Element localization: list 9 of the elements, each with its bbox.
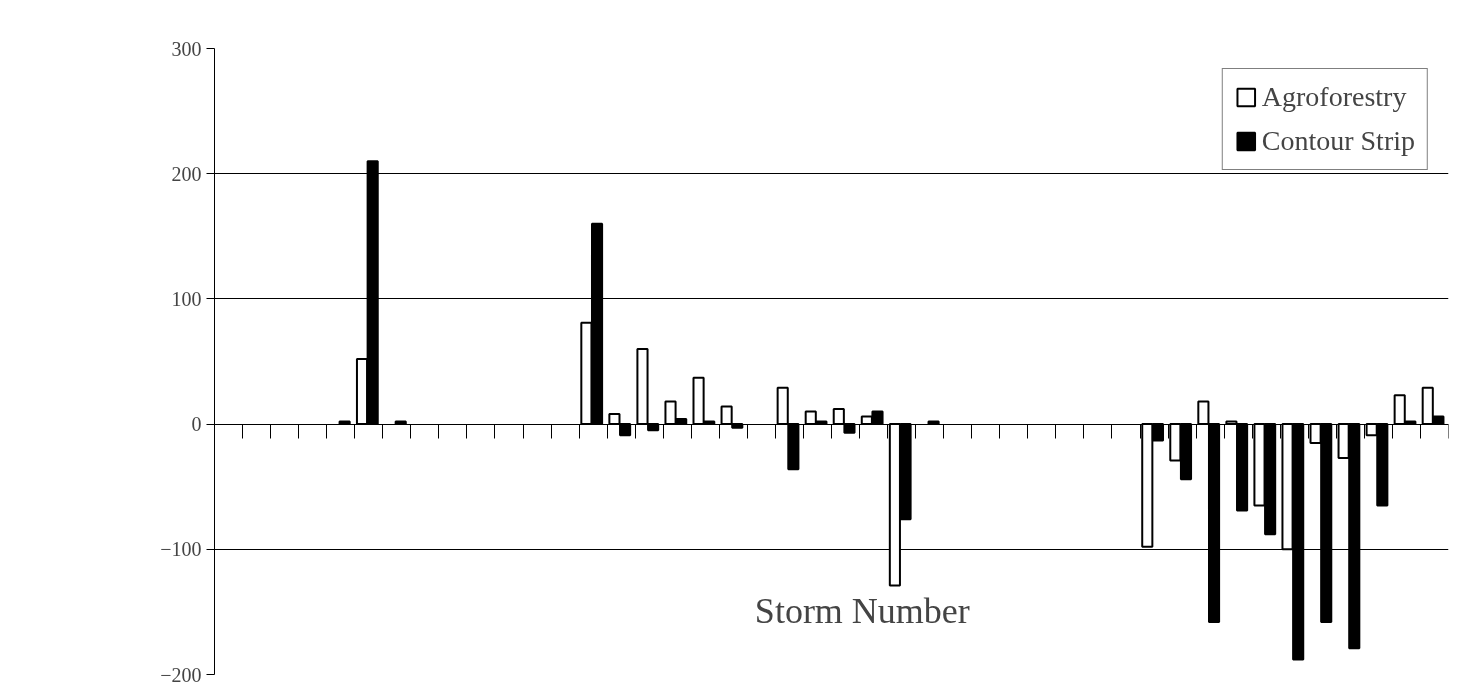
- y-tick-label: −200: [160, 663, 202, 686]
- x-axis-title: Storm Number: [754, 590, 970, 631]
- y-tick-label: 100: [171, 287, 202, 310]
- legend-label: Contour Strip: [1261, 125, 1415, 157]
- y-tick-label: −100: [160, 538, 202, 561]
- y-tick-label: 200: [171, 162, 202, 185]
- y-tick-label: 0: [191, 413, 202, 436]
- legend-label: Agroforestry: [1261, 81, 1407, 113]
- y-tick-label: 300: [171, 37, 202, 60]
